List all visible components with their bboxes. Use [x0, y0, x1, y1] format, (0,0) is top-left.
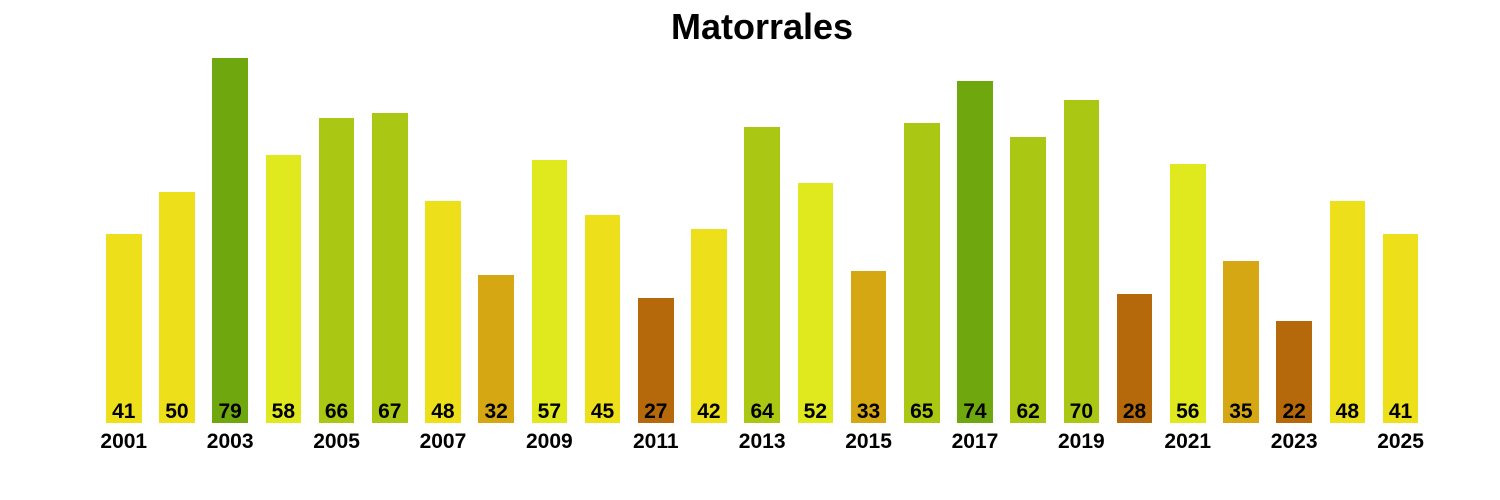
bar-value-label: 52: [803, 400, 828, 423]
bar-value-label: 32: [484, 400, 508, 423]
bar-value-label: 67: [378, 400, 402, 423]
x-tick-label: 2019: [1057, 430, 1105, 453]
x-tick-label: 2011: [632, 430, 679, 453]
bar: 52: [797, 183, 834, 423]
bar-value-label: 66: [324, 400, 349, 423]
bar: 79: [212, 58, 248, 423]
bar: 74: [957, 81, 993, 423]
bar: 41: [1382, 234, 1419, 423]
x-tick-label: 2021: [1164, 430, 1212, 453]
x-tick-label: 2009: [525, 430, 573, 453]
bar: 27: [638, 298, 674, 423]
bar: 45: [584, 215, 621, 423]
bar-value-label: 57: [537, 400, 562, 423]
bar-value-label: 79: [218, 400, 242, 423]
bar: 32: [478, 275, 514, 423]
x-tick-label: 2023: [1270, 430, 1318, 453]
bar: 56: [1170, 164, 1206, 423]
x-tick-label: 2015: [845, 430, 892, 453]
bar-value-label: 27: [644, 400, 668, 423]
bar: 64: [744, 127, 780, 423]
bar-value-label: 50: [165, 400, 189, 423]
x-tick-label: 2013: [738, 430, 786, 453]
bar: 42: [691, 229, 727, 423]
x-tick-label: 2017: [951, 430, 999, 453]
bar-value-label: 65: [910, 400, 934, 423]
bar: 28: [1116, 294, 1153, 423]
bar-value-label: 70: [1069, 400, 1094, 423]
bar: 22: [1276, 321, 1312, 423]
bar-value-label: 58: [271, 400, 296, 423]
bar-value-label: 64: [750, 400, 774, 423]
chart-title: Matorrales: [670, 6, 854, 47]
bar: 66: [318, 118, 355, 423]
bar: 70: [1063, 100, 1100, 423]
bar-value-label: 74: [963, 400, 987, 423]
bar-value-label: 48: [1335, 400, 1360, 423]
bar-value-label: 33: [856, 400, 881, 423]
x-tick-label: 2003: [206, 430, 254, 453]
x-tick-label: 2001: [100, 430, 148, 453]
bar-value-label: 62: [1016, 400, 1040, 423]
x-tick-label: 2025: [1377, 430, 1424, 453]
bar-value-label: 22: [1282, 400, 1306, 423]
bar: 33: [850, 271, 887, 423]
bar-value-label: 42: [697, 400, 721, 423]
bar-value-label: 56: [1176, 400, 1200, 423]
x-tick-label: 2007: [419, 430, 467, 453]
bar-value-label: 28: [1122, 400, 1147, 423]
bar: 67: [372, 113, 408, 423]
bar: 62: [1010, 137, 1046, 423]
bar: 58: [265, 155, 302, 423]
bar-value-label: 35: [1229, 400, 1253, 423]
bar: 48: [425, 201, 461, 423]
bar: 50: [159, 192, 195, 423]
bar: 57: [531, 160, 568, 423]
x-tick-label: 2005: [313, 430, 360, 453]
bar-value-label: 41: [112, 400, 136, 423]
bar: 41: [106, 234, 142, 423]
bar-value-label: 45: [590, 400, 615, 423]
bar-value-label: 48: [431, 400, 455, 423]
bar-value-label: 41: [1388, 400, 1413, 423]
bar: 48: [1329, 201, 1366, 423]
bar: 35: [1223, 261, 1259, 423]
bar: 65: [904, 123, 940, 423]
